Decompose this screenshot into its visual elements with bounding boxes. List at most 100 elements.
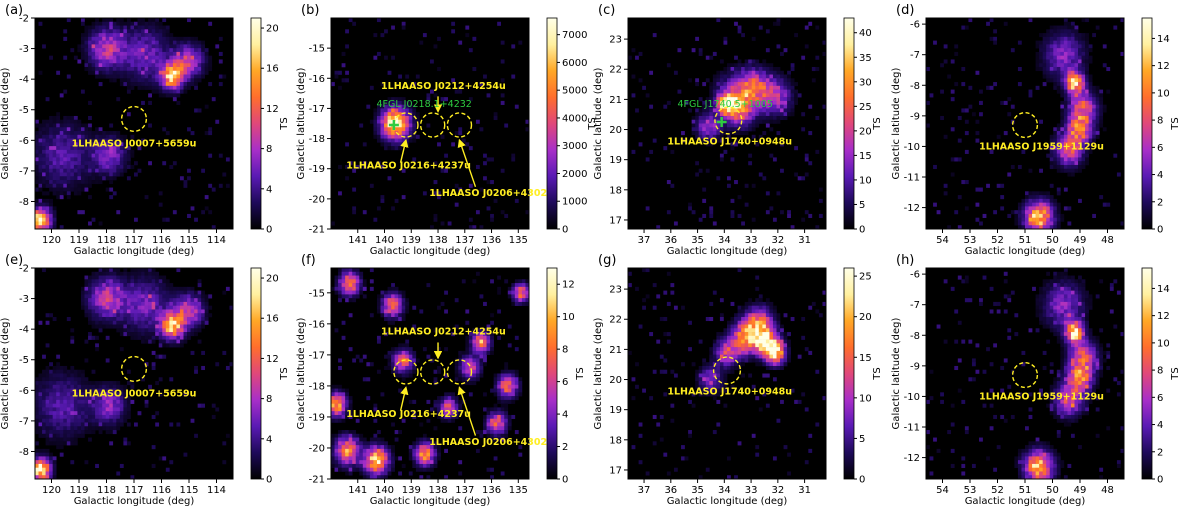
heatmap-pixel	[172, 320, 177, 325]
heatmap-pixel	[109, 268, 114, 273]
heatmap-pixel	[80, 183, 85, 188]
heatmap-pixel	[204, 104, 209, 109]
heatmap-pixel	[401, 104, 406, 109]
heatmap-pixel	[730, 157, 735, 162]
heatmap-pixel	[95, 33, 99, 38]
heatmap-pixel	[172, 85, 177, 90]
heatmap-pixel	[105, 388, 110, 393]
heatmap-pixel	[105, 44, 110, 49]
heatmap-pixel	[401, 350, 406, 355]
heatmap-pixel	[190, 82, 195, 87]
heatmap-pixel	[1063, 48, 1068, 53]
heatmap-pixel	[705, 108, 710, 113]
heatmap-pixel	[208, 210, 213, 215]
heatmap-pixel	[151, 275, 156, 280]
heatmap-pixel	[49, 221, 53, 226]
colorbar-tick-label: 4	[266, 184, 272, 195]
heatmap-pixel	[341, 430, 346, 435]
heatmap-pixel	[95, 301, 99, 306]
heatmap-pixel	[109, 324, 114, 329]
heatmap-pixel	[1039, 168, 1043, 173]
heatmap-pixel	[215, 362, 220, 367]
heatmap-pixel	[155, 40, 160, 45]
heatmap-pixel	[458, 377, 463, 382]
heatmap-pixel	[1070, 89, 1075, 94]
heatmap-pixel	[123, 411, 128, 416]
heatmap-pixel	[355, 437, 360, 442]
x-tick-label: 135	[509, 235, 528, 246]
heatmap-pixel	[334, 392, 339, 397]
heatmap-pixel	[190, 36, 195, 41]
heatmap-pixel	[1070, 108, 1075, 113]
heatmap-pixel	[137, 283, 142, 288]
heatmap-pixel	[1046, 74, 1051, 79]
heatmap-pixel	[454, 365, 459, 371]
heatmap-pixel	[1067, 66, 1072, 72]
heatmap-pixel	[387, 350, 392, 355]
heatmap-pixel	[91, 399, 96, 404]
heatmap-pixel	[165, 305, 170, 310]
heatmap-pixel	[141, 40, 145, 45]
heatmap-pixel	[187, 63, 191, 68]
heatmap-pixel	[109, 275, 114, 280]
heatmap-pixel	[59, 445, 64, 450]
heatmap-pixel	[762, 66, 767, 72]
heatmap-pixel	[88, 294, 92, 299]
heatmap-pixel	[979, 100, 983, 105]
heatmap-pixel	[348, 433, 353, 438]
heatmap-pixel	[130, 294, 135, 299]
heatmap-pixel	[772, 97, 777, 102]
heatmap-pixel	[1074, 36, 1079, 41]
heatmap-pixel	[331, 448, 335, 453]
heatmap-pixel	[45, 460, 50, 465]
heatmap-pixel	[716, 70, 721, 75]
heatmap-pixel	[80, 407, 85, 412]
heatmap-pixel	[461, 138, 466, 143]
heatmap-pixel	[1067, 48, 1072, 53]
heatmap-pixel	[380, 309, 385, 314]
heatmap-pixel	[144, 85, 149, 90]
heatmap-pixel	[123, 275, 128, 280]
heatmap-pixel	[769, 104, 774, 109]
heatmap-pixel	[394, 104, 399, 109]
heatmap-pixel	[84, 48, 89, 53]
heatmap-pixel	[105, 279, 110, 284]
heatmap-pixel	[187, 40, 191, 45]
heatmap-pixel	[201, 403, 206, 408]
heatmap-pixel	[95, 316, 99, 322]
heatmap-pixel	[1074, 25, 1079, 30]
heatmap-pixel	[331, 221, 335, 226]
heatmap-pixel	[148, 74, 152, 79]
heatmap-pixel	[391, 460, 395, 465]
heatmap-pixel	[408, 369, 413, 374]
heatmap-pixel	[772, 78, 777, 83]
heatmap-pixel	[194, 59, 198, 64]
heatmap-pixel	[116, 275, 121, 280]
heatmap-pixel	[1060, 66, 1065, 72]
heatmap-pixel	[1063, 119, 1068, 124]
heatmap-pixel	[1056, 202, 1061, 207]
heatmap-pixel	[84, 36, 89, 41]
heatmap-pixel	[401, 369, 406, 374]
heatmap-pixel	[35, 463, 39, 468]
heatmap-pixel	[197, 309, 202, 314]
heatmap-pixel	[1032, 195, 1036, 200]
heatmap-pixel	[190, 70, 195, 75]
heatmap-pixel	[80, 187, 85, 192]
heatmap-pixel	[102, 309, 107, 314]
heatmap-pixel	[144, 283, 149, 288]
heatmap-pixel	[66, 187, 71, 192]
heatmap-pixel	[56, 183, 61, 188]
heatmap-pixel	[42, 381, 46, 386]
heatmap-pixel	[433, 377, 438, 382]
heatmap-pixel	[1078, 112, 1082, 117]
heatmap-pixel	[49, 127, 53, 132]
heatmap-pixel	[49, 149, 53, 154]
heatmap-pixel	[155, 271, 160, 276]
heatmap-pixel	[483, 161, 487, 166]
heatmap-pixel	[359, 123, 364, 128]
heatmap-pixel	[42, 183, 46, 188]
heatmap-pixel	[376, 335, 381, 340]
heatmap-pixel	[126, 283, 131, 288]
heatmap-pixel	[1070, 25, 1075, 30]
